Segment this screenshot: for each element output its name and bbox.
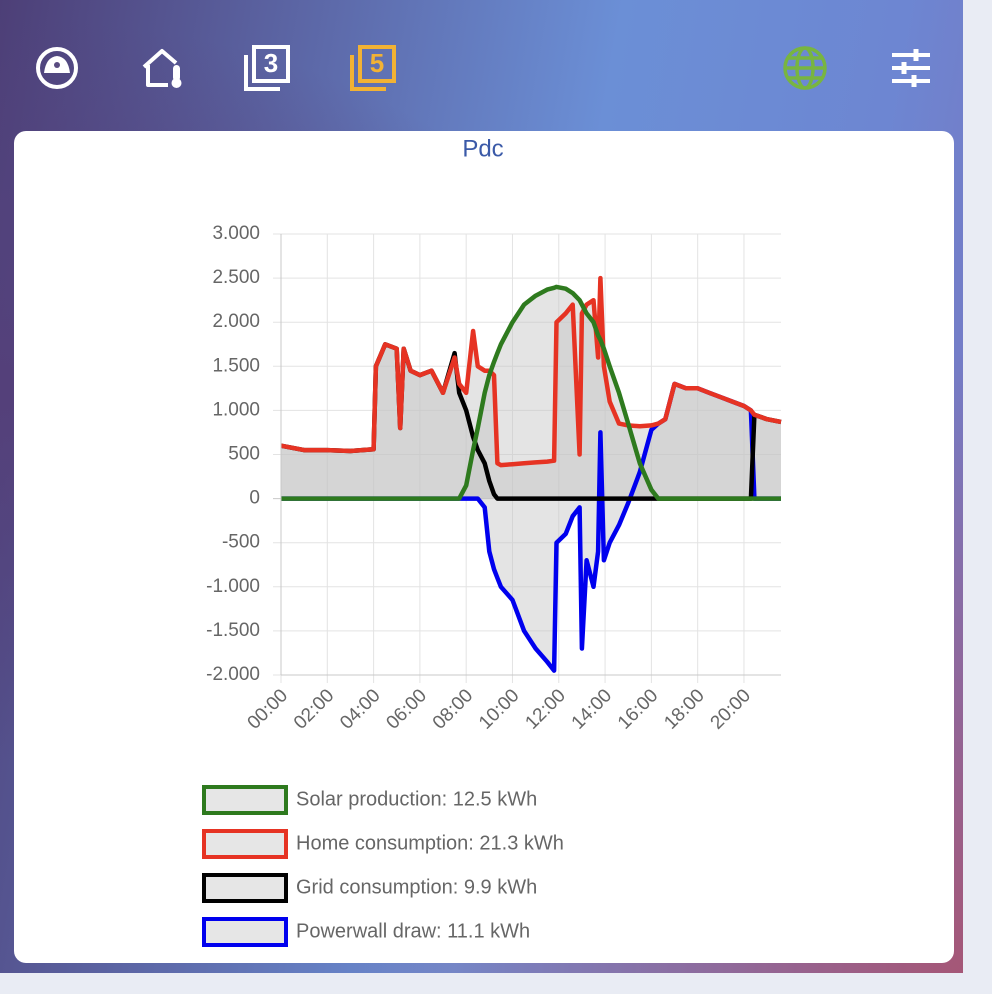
x-tick-label: 00:00 xyxy=(244,685,292,733)
area xyxy=(281,278,781,499)
x-tick-label: 08:00 xyxy=(429,685,477,733)
logo-icon[interactable] xyxy=(32,43,82,93)
nav-label: 3 xyxy=(264,48,278,78)
x-tick-label: 18:00 xyxy=(660,685,708,733)
legend-swatch xyxy=(202,829,288,859)
y-tick-label: -1.500 xyxy=(206,620,260,641)
legend-label: Powerwall draw: 11.1 kWh xyxy=(296,920,530,942)
legend-swatch xyxy=(202,873,288,903)
globe-icon[interactable] xyxy=(780,43,830,93)
y-tick-label: -1.000 xyxy=(206,576,260,597)
y-tick-label: 1.000 xyxy=(212,399,260,420)
legend-label: Home consumption: 21.3 kWh xyxy=(296,832,564,854)
view-5-icon[interactable]: 5 xyxy=(348,43,398,93)
y-tick-label: -2.000 xyxy=(206,664,260,685)
chart-card: Pdc -2.000 -1.500 -1.000 -500 0 500 1.000 1.500… xyxy=(14,131,954,963)
x-tick-label: 10:00 xyxy=(475,685,523,733)
view-3-icon[interactable]: 3 xyxy=(242,43,292,93)
x-tick-label: 02:00 xyxy=(290,685,338,733)
series-line xyxy=(281,284,781,501)
settings-icon[interactable] xyxy=(886,43,936,93)
nav-label: 5 xyxy=(370,48,384,78)
x-tick-label: 06:00 xyxy=(383,685,431,733)
y-tick-label: -500 xyxy=(222,532,260,553)
legend-label: Solar production: 12.5 kWh xyxy=(296,788,537,810)
legend-label: Grid consumption: 9.9 kWh xyxy=(296,876,537,898)
y-tick-label: 3.000 xyxy=(212,223,260,244)
legend-swatch xyxy=(202,917,288,947)
y-tick-label: 500 xyxy=(228,444,260,465)
chart-title: Pdc xyxy=(462,135,503,162)
y-tick-label: 2.500 xyxy=(212,267,260,288)
area xyxy=(281,383,781,671)
x-tick-label: 12:00 xyxy=(521,685,569,733)
x-tick-label: 20:00 xyxy=(707,685,755,733)
legend-swatch xyxy=(202,785,288,815)
x-tick-label: 14:00 xyxy=(568,685,616,733)
home-temperature-icon[interactable] xyxy=(138,43,188,93)
area xyxy=(281,286,781,499)
series-line xyxy=(280,275,782,468)
y-tick-label: 1.500 xyxy=(212,355,260,376)
y-tick-label: 2.000 xyxy=(212,311,260,332)
area xyxy=(281,344,781,499)
app-panel: 3 5 Pdc -2.000 -1.500 -1.000 -500 0 500 1.000 1… xyxy=(0,0,963,973)
x-tick-label: 04:00 xyxy=(336,685,384,733)
x-tick-label: 16:00 xyxy=(614,685,662,733)
y-tick-label: 0 xyxy=(249,488,260,509)
chart: Pdc -2.000 -1.500 -1.000 -500 0 500 1.000 1.500… xyxy=(202,135,782,947)
